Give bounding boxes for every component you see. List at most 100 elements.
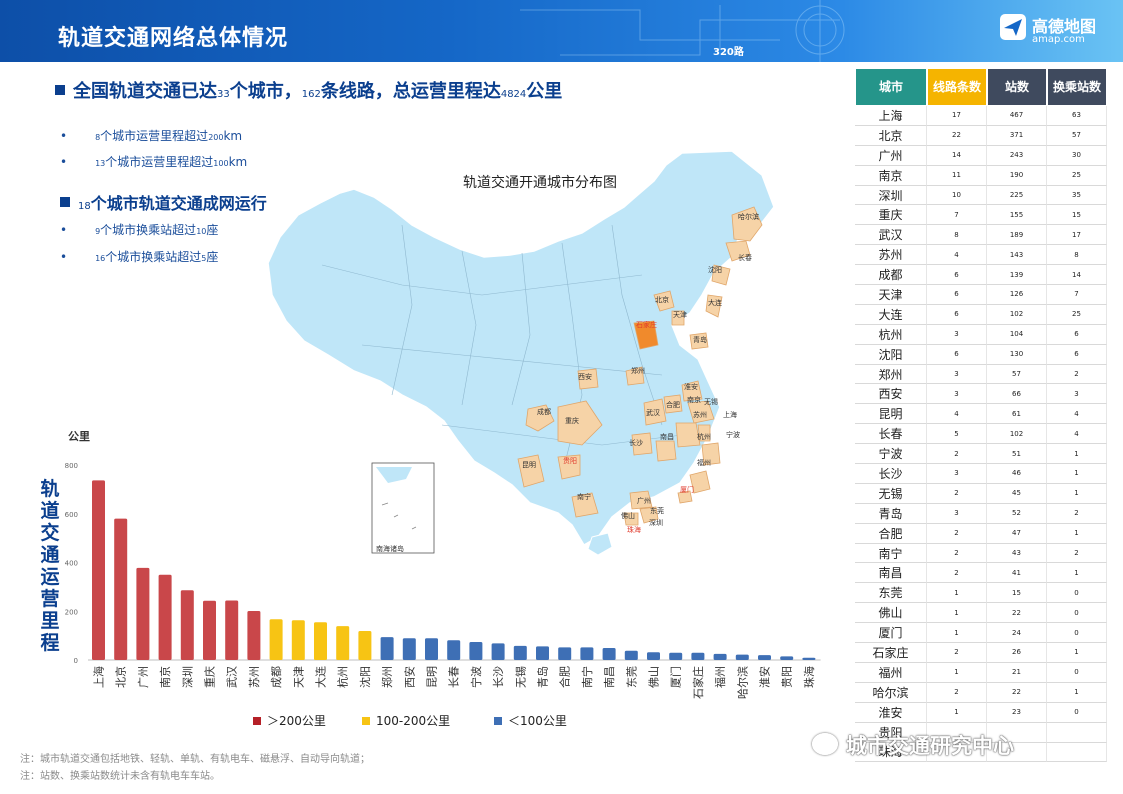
city-cell: 天津 bbox=[855, 285, 927, 305]
value-cell: 243 bbox=[987, 145, 1047, 166]
x-tick-label: 昆明 bbox=[426, 666, 439, 688]
legend-swatch bbox=[362, 717, 370, 725]
x-tick-label: 青岛 bbox=[536, 666, 550, 688]
value-cell: 130 bbox=[987, 344, 1047, 365]
value-cell: 3 bbox=[927, 464, 987, 484]
legend-item-red: ＞200公里 bbox=[253, 712, 326, 729]
map-city-label: 深圳 bbox=[649, 519, 663, 527]
bar-贵阳 bbox=[780, 656, 794, 660]
value-cell: 47 bbox=[987, 523, 1047, 544]
city-cell: 南昌 bbox=[855, 563, 927, 584]
mileage-bar-chart: 公里0200400600800上海 北京 广州 南京 深圳 重庆 武汉 苏州 成都 天津 大连 杭州沈… bbox=[65, 430, 821, 699]
y-tick-label: 200 bbox=[65, 608, 78, 616]
value-cell: 143 bbox=[987, 245, 1047, 266]
bar-宁波 bbox=[469, 641, 483, 660]
value-cell: 2 bbox=[1047, 364, 1107, 385]
x-tick-label: 成都 bbox=[270, 666, 283, 688]
square-bullet-icon bbox=[60, 197, 70, 207]
city-cell: 无锡 bbox=[855, 483, 927, 504]
y-tick-label: 400 bbox=[65, 560, 78, 568]
map-city-label: 天津 bbox=[673, 311, 687, 319]
value-cell: 2 bbox=[927, 483, 987, 504]
map-city-label: 长春 bbox=[738, 254, 752, 262]
city-cell: 昆明 bbox=[855, 404, 927, 425]
map-city-label: 东莞 bbox=[650, 507, 664, 515]
x-tick-label: 珠海 bbox=[802, 666, 816, 688]
china-map bbox=[267, 150, 775, 556]
value-cell: 45 bbox=[987, 483, 1047, 504]
city-cell: 东莞 bbox=[855, 583, 927, 604]
map-city-label: 成都 bbox=[537, 408, 551, 416]
bar-厦门 bbox=[669, 652, 683, 660]
bar-哈尔滨 bbox=[735, 654, 749, 660]
wechat-watermark: 城市交通研究中心 bbox=[812, 730, 1014, 760]
bullet-item: • 13个城市运营里程超过100km bbox=[60, 155, 248, 169]
value-cell: 2 bbox=[927, 643, 987, 663]
bullet-item: • 16个城市换乘站超过5座 bbox=[60, 250, 219, 264]
square-bullet-icon bbox=[55, 85, 65, 95]
map-city-label: 无锡 bbox=[704, 398, 718, 406]
value-cell: 190 bbox=[987, 165, 1047, 186]
legend-swatch bbox=[494, 717, 502, 725]
value-cell: 6 bbox=[927, 265, 987, 286]
x-tick-label: 沈阳 bbox=[358, 666, 372, 688]
value-cell: 0 bbox=[1047, 623, 1107, 644]
column-header: 站数 bbox=[987, 68, 1047, 106]
city-cell: 长春 bbox=[855, 424, 927, 445]
value-cell: 2 bbox=[927, 543, 987, 564]
map-city-label: 昆明 bbox=[522, 461, 536, 469]
bar-郑州 bbox=[380, 637, 394, 660]
table-row: 南昌 2 41 1 bbox=[855, 563, 1107, 584]
x-tick-label: 西安 bbox=[402, 666, 416, 688]
table-row: 北京 22 371 57 bbox=[855, 125, 1107, 146]
header-banner: 轨道交通网络总体情况 320路 高德地图 amap.com bbox=[0, 0, 1123, 62]
value-cell: 1 bbox=[1047, 464, 1107, 484]
y-tick-label: 0 bbox=[74, 657, 78, 665]
table-row: 成都 6 139 14 bbox=[855, 265, 1107, 286]
logo-cn: 高德地图 bbox=[1032, 17, 1097, 36]
value-cell: 2 bbox=[927, 523, 987, 544]
network-heading: 18个城市轨道交通成网运行 bbox=[60, 190, 267, 214]
city-cell: 深圳 bbox=[855, 185, 927, 206]
value-cell: 5 bbox=[927, 424, 987, 445]
table-row: 杭州 3 104 6 bbox=[855, 324, 1107, 345]
x-tick-label: 长沙 bbox=[492, 666, 505, 688]
table-row: 南京 11 190 25 bbox=[855, 165, 1107, 186]
table-row: 佛山 1 22 0 bbox=[855, 603, 1107, 624]
value-cell: 63 bbox=[1047, 106, 1107, 126]
unit-label: 公里 bbox=[68, 430, 90, 443]
bar-淮安 bbox=[758, 655, 771, 660]
map-city-label: 佛山 bbox=[621, 512, 635, 520]
x-tick-label: 天津 bbox=[292, 666, 305, 688]
table-row: 上海 17 467 63 bbox=[855, 106, 1107, 126]
x-tick-label: 佛山 bbox=[648, 666, 661, 688]
bar-福州 bbox=[713, 653, 727, 660]
x-tick-label: 合肥 bbox=[558, 666, 572, 688]
circuit-decoration bbox=[520, 0, 845, 62]
bullet-item: • 9个城市换乘站超过10座 bbox=[60, 223, 219, 237]
map-city-label: 青岛 bbox=[693, 336, 707, 344]
x-tick-label: 苏州 bbox=[248, 666, 261, 688]
x-tick-label: 贵阳 bbox=[781, 666, 794, 688]
bar-昆明 bbox=[425, 638, 438, 660]
value-cell: 4 bbox=[1047, 424, 1107, 445]
table-row: 武汉 8 189 17 bbox=[855, 225, 1107, 246]
table-row: 重庆 7 155 15 bbox=[855, 205, 1107, 226]
legend-item-yellow: 100-200公里 bbox=[362, 712, 450, 729]
footnote: 注：城市轨道交通包括地铁、轻轨、单轨、有轨电车、磁悬浮、自动导向轨道； bbox=[20, 754, 370, 765]
y-tick-label: 800 bbox=[65, 462, 78, 470]
value-cell: 22 bbox=[927, 125, 987, 146]
map-city-label: 淮安 bbox=[684, 383, 698, 391]
x-tick-label: 上海 bbox=[92, 666, 106, 688]
value-cell: 2 bbox=[927, 563, 987, 584]
x-tick-label: 无锡 bbox=[513, 666, 527, 688]
city-cell: 福州 bbox=[855, 662, 927, 683]
value-cell: 2 bbox=[927, 444, 987, 465]
table-row: 南宁 2 43 2 bbox=[855, 543, 1107, 564]
value-cell: 66 bbox=[987, 384, 1047, 405]
value-cell: 7 bbox=[1047, 285, 1107, 305]
bar-成都 bbox=[269, 619, 283, 660]
value-cell: 1 bbox=[927, 623, 987, 644]
table-row: 深圳 10 225 35 bbox=[855, 185, 1107, 206]
table-row: 贵阳 bbox=[855, 722, 1107, 743]
